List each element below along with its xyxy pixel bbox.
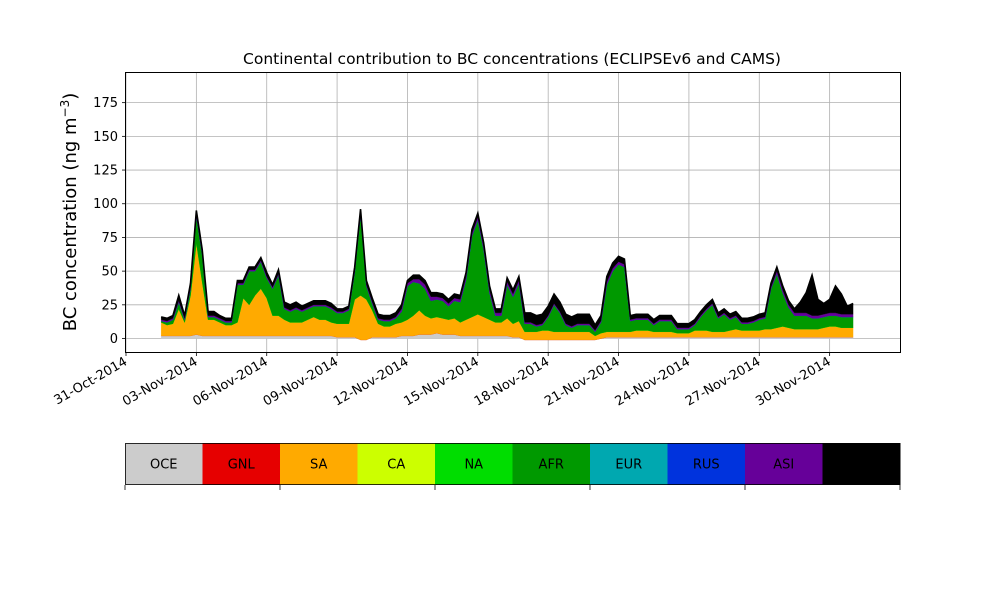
legend-label-sa: SA bbox=[310, 458, 327, 473]
y-tick-label: 75 bbox=[101, 231, 118, 246]
legend-swatch-sa bbox=[280, 443, 358, 485]
legend-label-asi: ASI bbox=[773, 458, 794, 473]
y-tick-label: 50 bbox=[101, 265, 118, 280]
x-tick-label: 03-Nov-2014 bbox=[120, 354, 200, 409]
x-tick-label: 15-Nov-2014 bbox=[402, 354, 482, 409]
legend-label-gnl: GNL bbox=[228, 458, 256, 473]
x-tick-label: 24-Nov-2014 bbox=[613, 354, 693, 409]
legend-swatch-asi bbox=[745, 443, 823, 485]
y-tick-label: 175 bbox=[93, 96, 118, 111]
legend-label-rus: RUS bbox=[693, 458, 720, 473]
plot-frame bbox=[125, 72, 901, 353]
legend-label-ca: CA bbox=[387, 458, 405, 473]
y-tick-label: 150 bbox=[93, 130, 118, 145]
x-tick-label: 31-Oct-2014 bbox=[52, 354, 130, 408]
legend-swatch-na bbox=[435, 443, 513, 485]
y-tick-label: 100 bbox=[93, 197, 118, 212]
legend-swatch-oce bbox=[125, 443, 203, 485]
legend-swatch-eur bbox=[590, 443, 668, 485]
x-tick-label: 21-Nov-2014 bbox=[542, 354, 622, 409]
y-tick-label: 125 bbox=[93, 164, 118, 179]
legend-label-eur: EUR bbox=[615, 458, 642, 473]
x-tick-label: 06-Nov-2014 bbox=[190, 354, 270, 409]
total-outline bbox=[161, 209, 854, 327]
y-tick-label: 0 bbox=[110, 332, 118, 347]
x-tick-label: 18-Nov-2014 bbox=[472, 354, 552, 409]
x-tick-label: 27-Nov-2014 bbox=[683, 354, 763, 409]
legend-label-aus: AUS bbox=[848, 458, 875, 473]
x-tick-label: 12-Nov-2014 bbox=[331, 354, 411, 409]
colorbar-legend: OCE GNL SA CA NA AFR EUR RUS ASI AUS bbox=[124, 443, 901, 490]
legend-label-afr: AFR bbox=[539, 458, 564, 473]
legend-swatch-aus bbox=[822, 443, 901, 485]
legend-swatch-afr bbox=[512, 443, 591, 485]
x-tick-label: 30-Nov-2014 bbox=[753, 354, 833, 409]
y-tick-label: 25 bbox=[101, 298, 118, 313]
legend-swatch-rus bbox=[667, 443, 746, 485]
x-axis-ticks: 31-Oct-201403-Nov-201406-Nov-201409-Nov-… bbox=[52, 352, 834, 409]
legend-swatch-ca bbox=[357, 443, 436, 485]
legend-label-oce: OCE bbox=[150, 458, 178, 473]
y-axis-ticks: 0 25 50 75 100 125 150 175 bbox=[93, 96, 126, 347]
chart-title: Continental contribution to BC concentra… bbox=[243, 50, 781, 68]
y-axis-label: BC concentration (ng m−3) bbox=[58, 93, 81, 332]
stacked-areas bbox=[161, 209, 854, 341]
legend-label-na: NA bbox=[464, 458, 483, 473]
x-tick-label: 09-Nov-2014 bbox=[261, 354, 341, 409]
legend-swatch-gnl bbox=[202, 443, 281, 485]
legend-frame bbox=[125, 443, 900, 485]
